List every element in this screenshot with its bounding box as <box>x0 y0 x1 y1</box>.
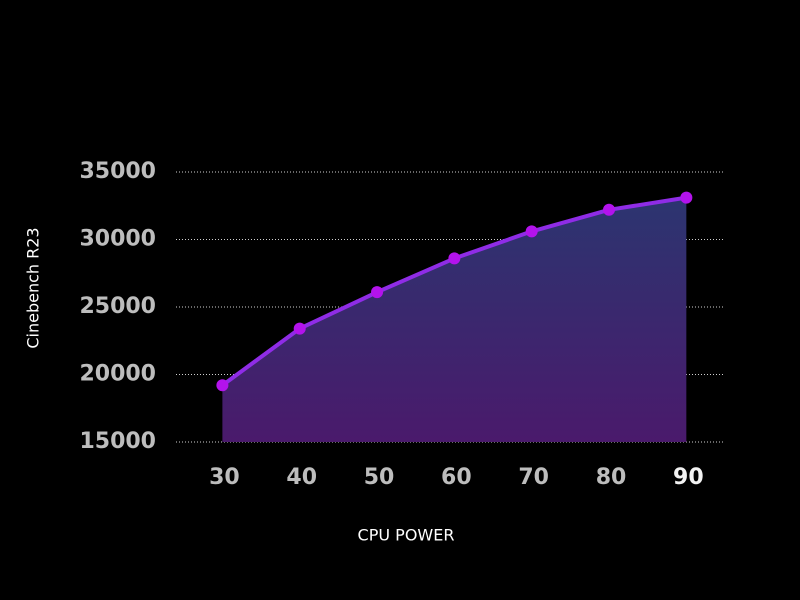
x-tick-label: 50 <box>364 465 395 490</box>
marker <box>525 225 538 238</box>
marker <box>371 286 384 299</box>
y-axis-label: Cinebench R23 <box>24 227 43 348</box>
x-tick-label: 80 <box>596 465 627 490</box>
x-tick-label: 60 <box>441 465 472 490</box>
y-tick-label: 25000 <box>79 294 156 319</box>
x-tick-label: 70 <box>518 465 549 490</box>
x-tick-label: 40 <box>286 465 317 490</box>
y-tick-label: 35000 <box>79 159 156 184</box>
x-tick-label: 90 <box>673 465 704 490</box>
y-tick-label: 15000 <box>79 429 156 454</box>
x-tick-label: 30 <box>209 465 240 490</box>
marker <box>293 322 306 335</box>
marker <box>216 379 229 392</box>
marker <box>448 252 461 265</box>
area <box>222 197 687 442</box>
x-axis-label: CPU POWER <box>358 526 455 545</box>
y-tick-label: 30000 <box>79 227 156 252</box>
y-tick-label: 20000 <box>79 362 156 387</box>
marker <box>603 203 616 216</box>
marker <box>680 191 693 204</box>
